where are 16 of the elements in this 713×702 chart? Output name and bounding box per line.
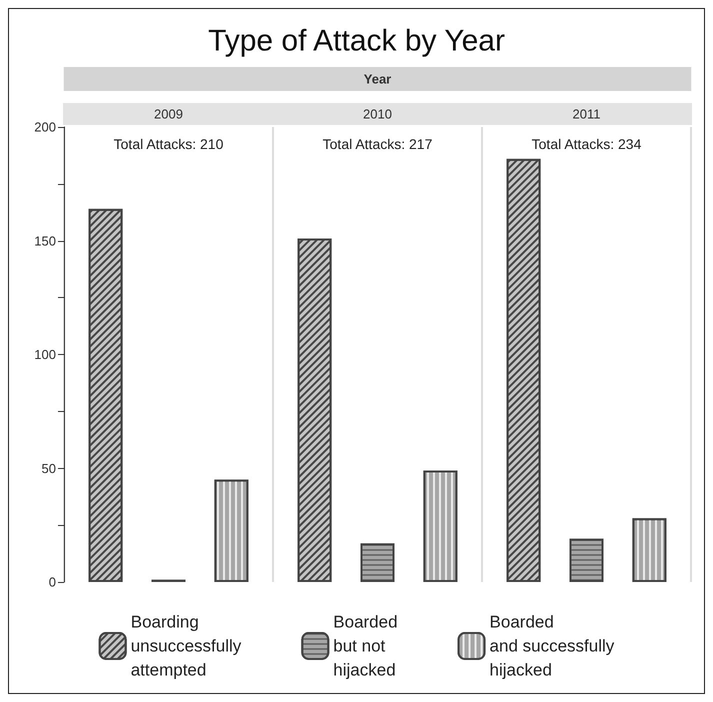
chart-title: Type of Attack by Year — [208, 24, 505, 58]
x-tick-label: 2011 — [572, 106, 600, 122]
y-tick-label: 50 — [42, 460, 56, 476]
y-tick-label: 150 — [34, 233, 56, 248]
annotation: Total Attacks: 210 — [114, 136, 224, 152]
y-tick-label: 200 — [34, 120, 56, 134]
legend-label: Boarded and successfully hijacked — [490, 612, 615, 680]
annotation: Total Attacks: 234 — [532, 136, 642, 152]
annotation: Total Attacks: 217 — [322, 136, 433, 152]
x-tick-label: 2009 — [154, 106, 183, 122]
y-tick-label: 100 — [34, 347, 56, 362]
legend-label: Boarding unsuccessfully attempted — [130, 612, 242, 680]
x-axis-title: Year — [364, 72, 392, 86]
x-tick-label: 2010 — [363, 106, 392, 122]
legend-label: Boarded but not hijacked — [333, 612, 398, 680]
y-tick-label: 0 — [48, 574, 56, 590]
